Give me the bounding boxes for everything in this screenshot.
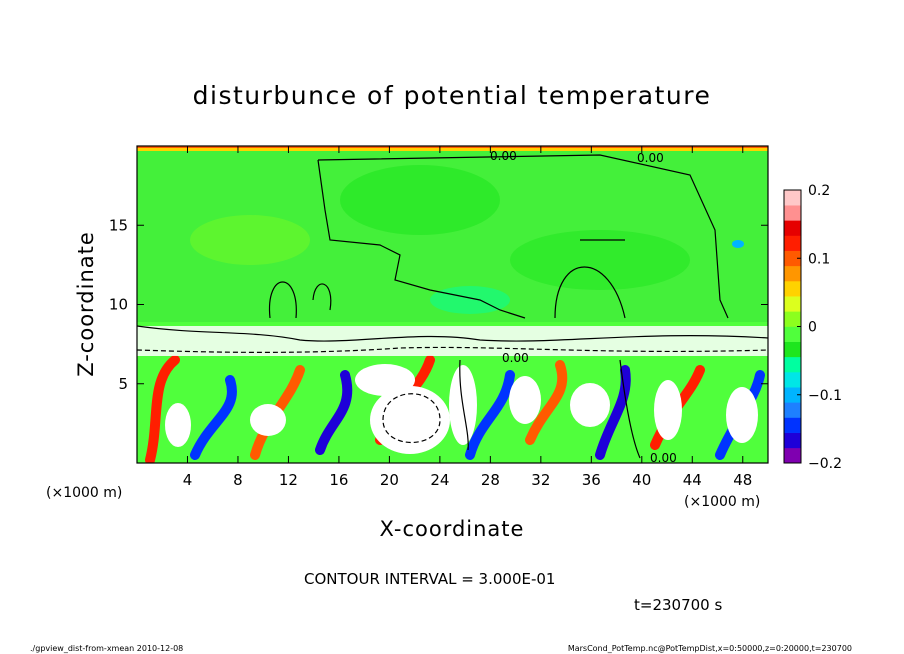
colorbar-tick-label: −0.2 xyxy=(808,456,842,472)
x-tick-label: 20 xyxy=(380,471,399,489)
plot-area: 0.00 0.00 0.00 0.00 xyxy=(136,145,769,465)
colorbar-cell xyxy=(784,205,801,221)
contour-label: 0.00 xyxy=(637,151,664,165)
z-tick-label: 10 xyxy=(109,296,128,314)
y-axis-label: Z-coordinate xyxy=(74,231,98,377)
colorbar-cell xyxy=(784,432,801,449)
colorbar-cell xyxy=(784,447,801,464)
colorbar-cell xyxy=(784,250,801,267)
colorbar-cell xyxy=(784,356,801,373)
top-boundary-band xyxy=(137,146,768,151)
colorbar-cell xyxy=(784,190,801,206)
x-axis-label: X-coordinate xyxy=(380,517,525,541)
z-axis-ticks: 5 10 15 xyxy=(109,216,768,393)
contour-interval-text: CONTOUR INTERVAL = 3.000E-01 xyxy=(304,570,555,588)
convective-layer xyxy=(137,326,768,463)
colorbar-cell xyxy=(784,372,801,388)
colorbar: 0.2 0.1 0 −0.1 −0.2 xyxy=(783,183,842,472)
x-tick-label: 8 xyxy=(233,471,243,489)
x-tick-label: 44 xyxy=(683,471,702,489)
colorbar-cell xyxy=(784,341,801,358)
x-tick-label: 32 xyxy=(531,471,550,489)
colorbar-cell xyxy=(784,296,801,312)
top-boundary-edge xyxy=(137,146,768,148)
colorbar-cell xyxy=(784,311,801,327)
z-tick-label: 15 xyxy=(109,216,128,234)
chart-title: disturbunce of potential temperature xyxy=(193,81,712,110)
time-text: t=230700 s xyxy=(634,596,722,614)
contour-label: 0.00 xyxy=(490,149,517,163)
x-unit-label-left: (×1000 m) xyxy=(46,485,122,501)
colorbar-cell xyxy=(784,235,801,251)
colorbar-cell xyxy=(784,402,801,418)
colorbar-tick-label: 0.1 xyxy=(808,251,830,267)
colorbar-tick-label: 0.2 xyxy=(808,183,830,199)
colorbar-tick-label: −0.1 xyxy=(808,388,842,404)
x-tick-label: 36 xyxy=(582,471,601,489)
z-tick-label: 5 xyxy=(118,375,128,393)
x-unit-label-right: (×1000 m) xyxy=(684,494,760,510)
colorbar-cell xyxy=(784,220,801,236)
x-tick-label: 12 xyxy=(279,471,298,489)
footer-left: ./gpview_dist-from-xmean 2010-12-08 xyxy=(30,644,183,653)
colorbar-cell xyxy=(784,417,801,433)
contour-lines xyxy=(137,154,768,459)
x-tick-label: 40 xyxy=(632,471,651,489)
colorbar-tick-label: 0 xyxy=(808,320,817,336)
colorbar-cell xyxy=(784,281,801,297)
x-tick-label: 28 xyxy=(481,471,500,489)
footer-right: MarsCond_PotTemp.nc@PotTempDist,x=0:5000… xyxy=(568,644,852,653)
x-tick-label: 48 xyxy=(733,471,752,489)
x-tick-label: 24 xyxy=(430,471,449,489)
x-tick-label: 4 xyxy=(183,471,193,489)
contour-label: 0.00 xyxy=(502,351,529,365)
colorbar-cell xyxy=(784,387,801,403)
colorbar-cell xyxy=(784,326,801,342)
x-axis-ticks: 4 8 12 16 20 24 28 32 36 40 44 48 xyxy=(183,146,752,489)
x-tick-label: 16 xyxy=(329,471,348,489)
contour-label: 0.00 xyxy=(650,451,677,465)
upper-field-patches xyxy=(190,165,744,314)
colorbar-cell xyxy=(784,265,801,282)
